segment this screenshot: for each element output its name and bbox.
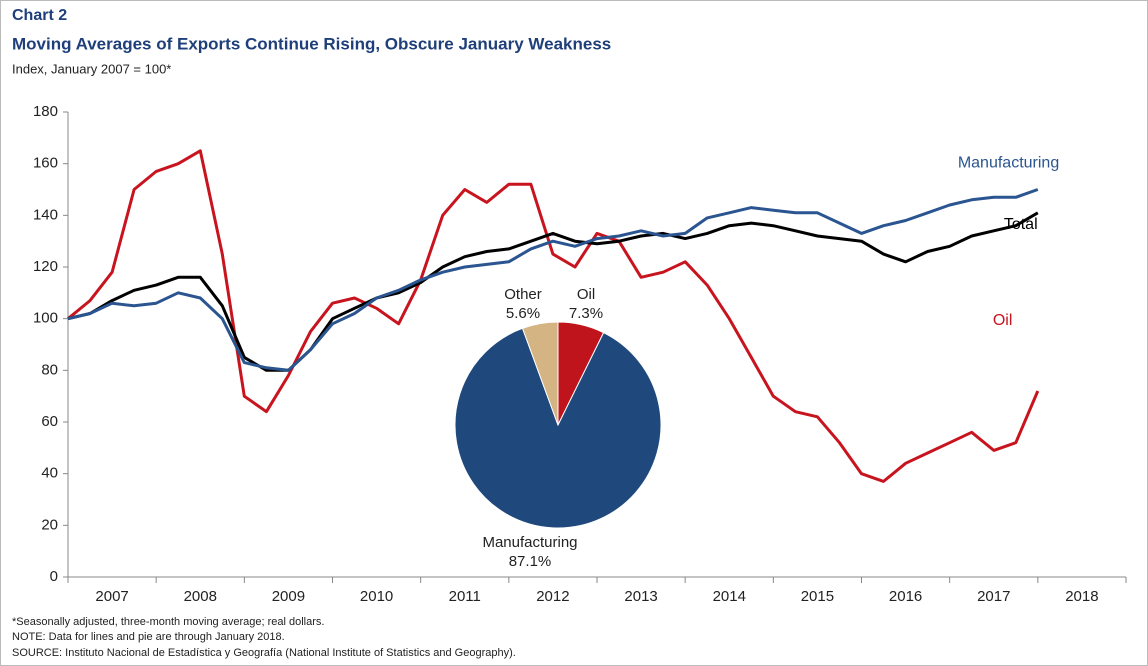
y-tick-label: 80 — [41, 361, 58, 378]
x-tick-label: 2017 — [977, 588, 1010, 605]
y-tick-label: 40 — [41, 465, 58, 482]
y-tick-label: 120 — [33, 258, 58, 275]
y-tick-label: 20 — [41, 516, 58, 533]
y-tick-label: 180 — [33, 103, 58, 120]
footnote: *Seasonally adjusted, three-month moving… — [12, 616, 324, 628]
chart-label: Chart 2 — [12, 7, 67, 24]
pie-label: Other — [504, 286, 542, 303]
pie-label: Manufacturing — [482, 534, 577, 551]
x-tick-label: 2013 — [624, 588, 657, 605]
x-tick-label: 2008 — [184, 588, 217, 605]
x-tick-label: 2011 — [449, 588, 481, 605]
x-tick-label: 2018 — [1065, 588, 1098, 605]
pie-value-label: 7.3% — [569, 305, 603, 322]
x-tick-label: 2007 — [95, 588, 128, 605]
pie-value-label: 87.1% — [509, 553, 552, 570]
x-tick-label: 2009 — [272, 588, 305, 605]
footnote: NOTE: Data for lines and pie are through… — [12, 631, 285, 643]
x-tick-label: 2015 — [801, 588, 834, 605]
pie-label: Oil — [577, 286, 595, 303]
chart-title: Moving Averages of Exports Continue Risi… — [12, 34, 611, 53]
x-tick-label: 2014 — [713, 588, 746, 605]
pie-slice — [454, 327, 662, 529]
pie-slice — [521, 321, 559, 426]
x-tick-label: 2016 — [889, 588, 922, 605]
y-tick-label: 160 — [33, 155, 58, 172]
series-line — [67, 211, 1039, 372]
x-tick-label: 2012 — [536, 588, 569, 605]
y-tick-label: 0 — [50, 568, 58, 585]
y-tick-label: 100 — [33, 310, 58, 327]
pie-value-label: 5.6% — [506, 305, 540, 322]
series-label: Manufacturing — [958, 155, 1059, 172]
series-label: Total — [1004, 216, 1038, 233]
y-tick-label: 140 — [33, 206, 58, 223]
y-tick-label: 60 — [41, 413, 58, 430]
series-line — [67, 149, 1040, 483]
subtitle: Index, January 2007 = 100* — [12, 61, 171, 76]
series-line — [67, 188, 1039, 372]
x-tick-label: 2010 — [360, 588, 393, 605]
footnote: SOURCE: Instituto Nacional de Estadístic… — [12, 647, 516, 659]
series-label: Oil — [993, 312, 1013, 329]
